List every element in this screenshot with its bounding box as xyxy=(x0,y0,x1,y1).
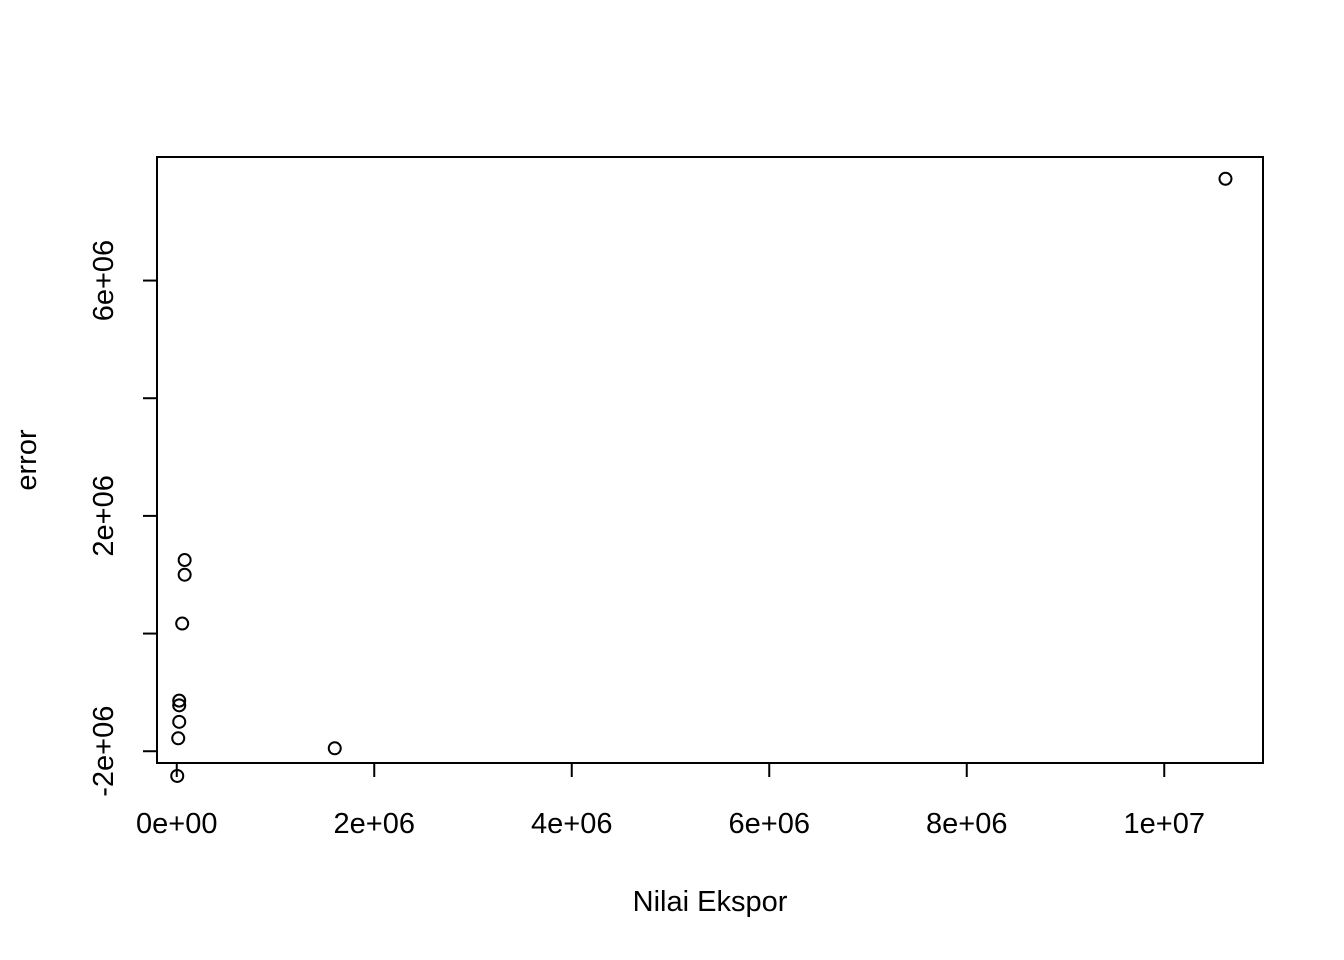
data-point xyxy=(171,731,186,746)
y-tick-label: -2e+06 xyxy=(88,706,120,797)
data-point xyxy=(327,741,342,756)
data-point xyxy=(177,567,192,582)
data-point xyxy=(177,553,192,568)
data-point xyxy=(172,698,187,713)
y-axis-title: error xyxy=(11,429,43,491)
x-axis-title: Nilai Ekspor xyxy=(633,886,788,918)
x-tick-label: 1e+07 xyxy=(1124,808,1205,840)
data-point xyxy=(170,768,185,783)
y-tick-label: 6e+06 xyxy=(88,240,120,321)
data-point xyxy=(1218,171,1233,186)
y-tick-label: 2e+06 xyxy=(88,475,120,556)
data-point xyxy=(172,714,187,729)
data-point xyxy=(172,693,187,708)
data-points xyxy=(170,171,1233,783)
x-tick-label: 8e+06 xyxy=(926,808,1007,840)
data-point xyxy=(175,616,190,631)
x-tick-label: 2e+06 xyxy=(334,808,415,840)
x-tick-label: 6e+06 xyxy=(729,808,810,840)
y-axis: -2e+06 2e+06 6e+06 xyxy=(88,240,158,797)
x-tick-label: 4e+06 xyxy=(531,808,612,840)
x-tick-label: 0e+00 xyxy=(136,808,217,840)
x-axis: 0e+00 2e+06 4e+06 6e+06 8e+06 1e+07 xyxy=(136,762,1205,840)
plot-frame xyxy=(156,156,1264,764)
